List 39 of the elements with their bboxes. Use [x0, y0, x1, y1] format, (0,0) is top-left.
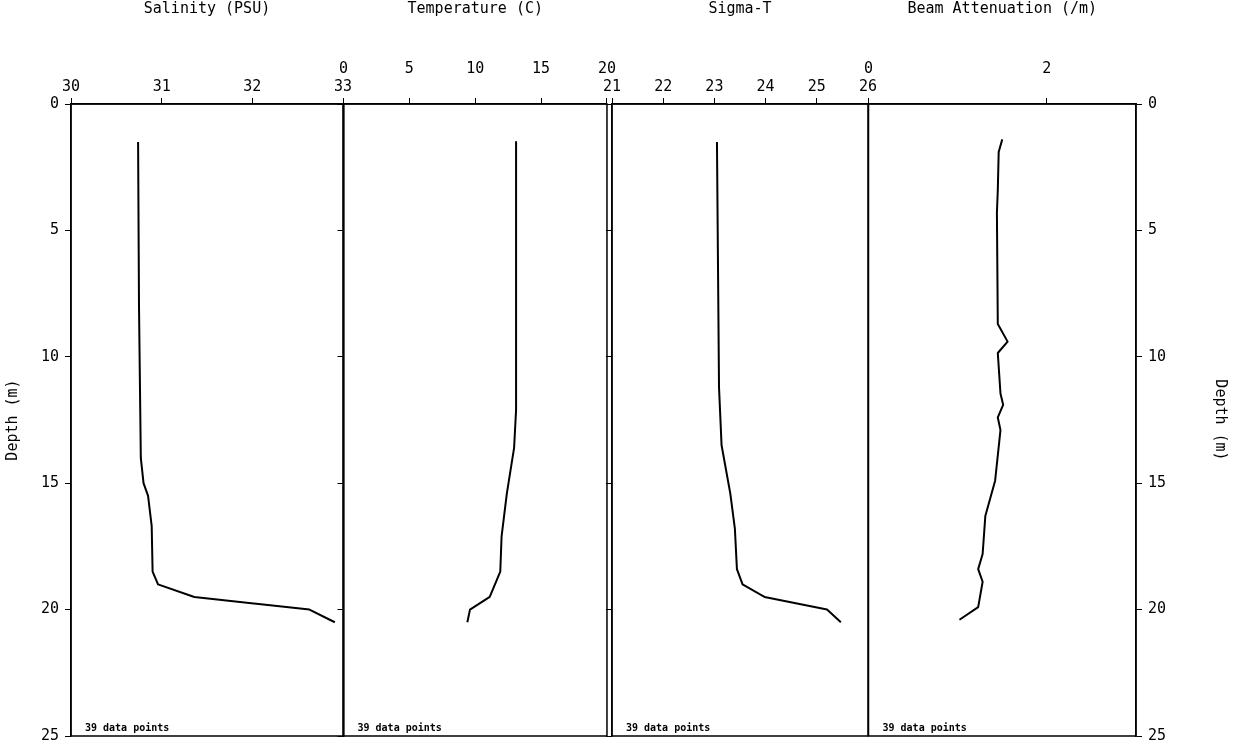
x-tick-label: 31 — [152, 76, 171, 95]
x-tick-label: 0 — [339, 58, 349, 77]
x-axis-title: Temperature (C) — [407, 0, 543, 17]
y-tick-label: 20 — [40, 599, 59, 618]
x-tick-label: 30 — [61, 76, 81, 95]
annotation: 39 data points — [882, 721, 967, 733]
y-tick-label: 10 — [1148, 346, 1167, 365]
x-tick-label: 23 — [705, 76, 724, 95]
annotation: 39 data points — [357, 721, 442, 733]
x-tick-label: 5 — [404, 58, 414, 77]
annotation: 39 data points — [626, 721, 711, 733]
y-tick-label: 25 — [40, 725, 59, 744]
x-tick-label: 32 — [243, 76, 262, 95]
x-tick-label: 10 — [466, 58, 485, 77]
x-tick-label: 25 — [807, 76, 826, 95]
y-tick-label: 5 — [1148, 220, 1158, 239]
x-tick-label: 2 — [1042, 58, 1052, 77]
x-tick-label: 22 — [654, 76, 673, 95]
y-axis-title: Depth (m) — [2, 379, 21, 461]
y-tick-label: 0 — [49, 93, 59, 112]
x-tick-label: 20 — [597, 58, 616, 77]
x-axis-title: Beam Attenuation (/m) — [907, 0, 1098, 17]
x-tick-label: 15 — [532, 58, 551, 77]
y-tick-label: 25 — [1148, 725, 1167, 744]
x-tick-label: 0 — [864, 58, 874, 77]
y-axis-title: Depth (m) — [1212, 379, 1231, 461]
y-tick-label: 15 — [1148, 473, 1167, 492]
x-axis-title: Salinity (PSU) — [143, 0, 271, 17]
x-tick-label: 24 — [756, 76, 775, 95]
y-tick-label: 0 — [1148, 93, 1158, 112]
x-tick-label: 21 — [602, 76, 622, 95]
y-tick-label: 5 — [49, 220, 59, 239]
y-tick-label: 10 — [40, 346, 59, 365]
x-tick-label: 33 — [333, 76, 353, 95]
y-tick-label: 15 — [40, 473, 59, 492]
x-tick-label: 26 — [858, 76, 878, 95]
y-tick-label: 20 — [1148, 599, 1167, 618]
x-axis-title: Sigma-T — [708, 0, 772, 17]
annotation: 39 data points — [85, 721, 170, 733]
